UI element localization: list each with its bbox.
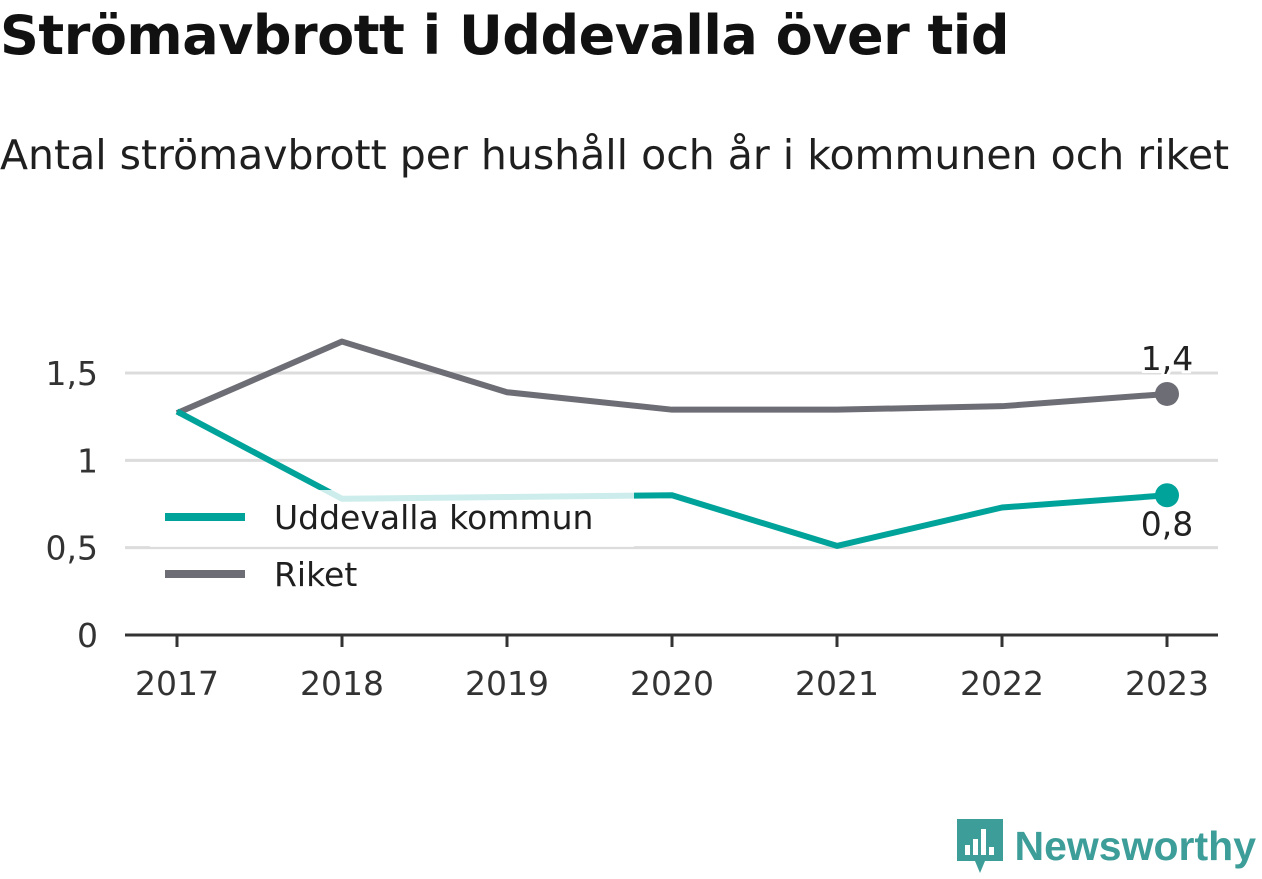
data-label: 0,8	[1141, 504, 1193, 543]
x-tick-label: 2020	[630, 664, 714, 703]
series-end-point	[1155, 381, 1179, 406]
x-tick-label: 2021	[795, 664, 879, 703]
brand-name: Newsworthy	[1014, 822, 1257, 869]
brand-logo: Newsworthy	[955, 817, 1257, 875]
y-tick-label: 0	[77, 616, 98, 655]
x-tick-label: 2019	[465, 664, 549, 703]
legend: Uddevalla kommun Riket	[150, 490, 634, 594]
series-line	[175, 338, 1168, 416]
y-axis-ticks: 0 0,5 1 1,5	[46, 354, 98, 655]
end-labels: 1,4 0,8	[1138, 336, 1196, 546]
chart-title: Strömavbrott i Uddevalla över tid	[0, 4, 1009, 67]
newsworthy-logo-icon	[956, 819, 1003, 873]
gridlines	[125, 371, 1218, 550]
x-tick-label: 2017	[135, 664, 219, 703]
x-tick-label: 2023	[1125, 664, 1209, 703]
x-tick-label: 2018	[300, 664, 384, 703]
x-axis: 2017 2018 2019 2020 2021 2022 2023	[125, 633, 1218, 703]
x-tick-label: 2022	[960, 664, 1044, 703]
series-end-point	[1155, 483, 1179, 508]
legend-label: Uddevalla kommun	[274, 498, 593, 537]
data-label: 1,4	[1141, 339, 1193, 378]
legend-label: Riket	[274, 555, 357, 594]
y-tick-label: 1,5	[46, 354, 98, 393]
y-tick-label: 0,5	[46, 529, 98, 568]
chart-subtitle: Antal strömavbrott per hushåll och år i …	[0, 131, 1230, 179]
y-tick-label: 1	[77, 441, 98, 480]
